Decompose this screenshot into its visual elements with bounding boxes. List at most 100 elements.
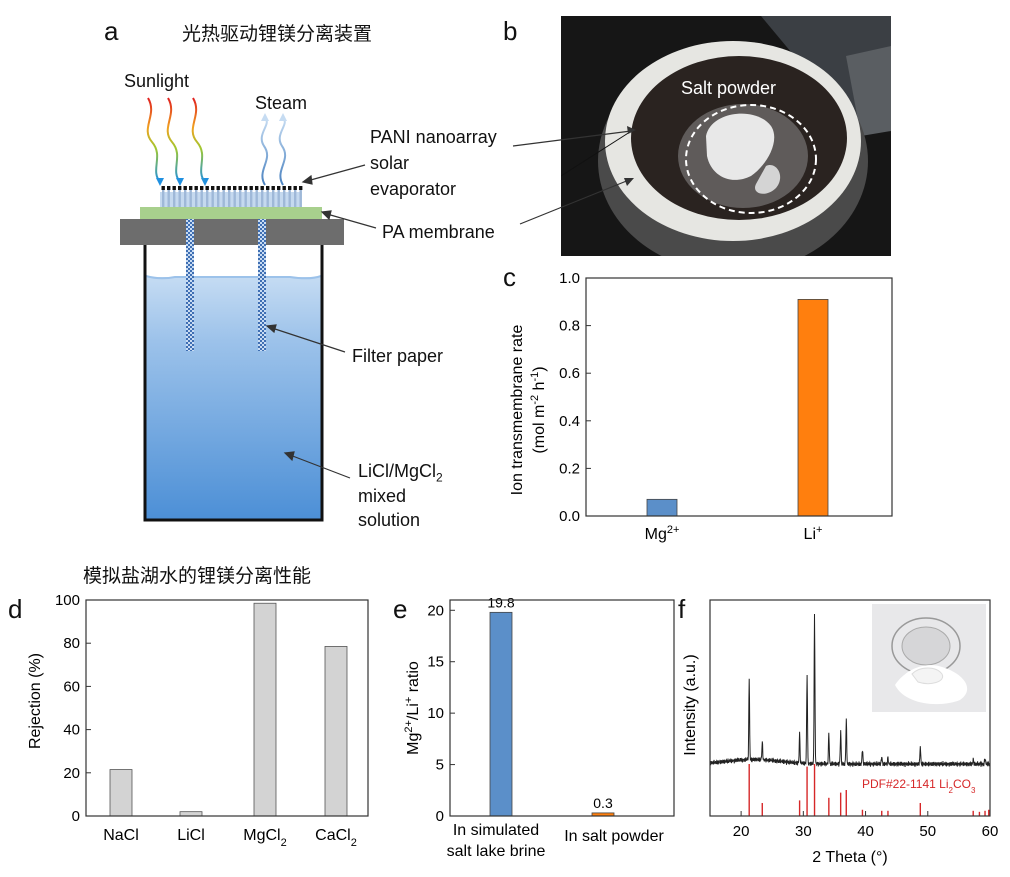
chart-e-ytick-label: 0 bbox=[436, 808, 444, 825]
chart-d-frame bbox=[85, 599, 369, 817]
chart-d-bar bbox=[179, 811, 203, 817]
nanoarray-pillar bbox=[162, 187, 165, 207]
chart-f-xtick-label: 20 bbox=[733, 823, 750, 840]
chart-c-xtick-mg: Mg2+ bbox=[645, 524, 680, 543]
nanoarray-pillar-tip bbox=[216, 186, 220, 190]
chart-d-ytick-label: 20 bbox=[63, 765, 80, 782]
chart-e-xtick-1b: salt lake brine bbox=[447, 843, 546, 860]
nanoarray-pillar bbox=[178, 187, 181, 207]
chart-f: Intensity (a.u.) 20 30 40 50 60 2 Theta (°) … bbox=[682, 599, 999, 866]
panel-label-c: c bbox=[503, 262, 516, 292]
nanoarray-pillar-tip bbox=[238, 186, 242, 190]
chart-d-xtick-licl: LiCl bbox=[177, 827, 205, 844]
chart-d-bars bbox=[109, 602, 348, 817]
chart-d-ytick-label: 80 bbox=[63, 635, 80, 652]
panel-label-d: d bbox=[8, 594, 23, 624]
chart-f-xtick-label: 60 bbox=[982, 823, 999, 840]
chart-c-ylabel-unit: (mol m-2 h-1) bbox=[529, 366, 548, 453]
nanoarray-pillar bbox=[200, 187, 203, 207]
filter-paper-left bbox=[186, 219, 194, 351]
nanoarray-pillar bbox=[228, 187, 231, 207]
chart-c-ytick-label: 0.4 bbox=[559, 413, 580, 430]
chart-d-xtick-nacl: NaCl bbox=[103, 827, 139, 844]
chart-e-ylabel: Mg2+/Li+ ratio bbox=[403, 661, 422, 755]
nanoarray-pillar bbox=[266, 187, 269, 207]
nanoarray-pillar-tip bbox=[233, 186, 237, 190]
chart-f-xrd-line bbox=[709, 613, 991, 768]
schematic-diagram bbox=[120, 97, 377, 522]
nanoarray-pillar bbox=[217, 187, 220, 207]
chart-c-yticks: 0.0 0.2 0.4 0.6 0.8 1.0 bbox=[559, 270, 591, 525]
chart-c: Ion transmembrane rate (mol m-2 h-1) 0.0… bbox=[509, 270, 893, 543]
chart-c-frame bbox=[585, 277, 893, 517]
chart-f-reference-peaks bbox=[748, 764, 990, 816]
nanoarray-pillar bbox=[206, 187, 209, 207]
sunlight-ray-2 bbox=[166, 97, 181, 183]
chart-f-inset-photo bbox=[872, 604, 986, 712]
nanoarray-pillar bbox=[288, 187, 291, 207]
chart-e: Mg2+/Li+ ratio 0 5 10 15 20 19.8 0.3 In simul… bbox=[403, 594, 675, 860]
chart-e-ytick-label: 5 bbox=[436, 757, 444, 774]
nanoarray-pillar bbox=[283, 187, 286, 207]
nanoarray-pillar-tip bbox=[172, 186, 176, 190]
nanoarray-pillar-tip bbox=[266, 186, 270, 190]
nanoarray-pillars bbox=[161, 186, 303, 207]
holder-plate bbox=[120, 219, 344, 245]
membrane-label: PA membrane bbox=[382, 222, 495, 242]
nanoarray-pillar-tip bbox=[227, 186, 231, 190]
evaporator-label-3: evaporator bbox=[370, 179, 457, 199]
nanoarray-pillar-tip bbox=[277, 186, 281, 190]
nanoarray-pillar-tip bbox=[183, 186, 187, 190]
chart-d-bar bbox=[324, 646, 348, 817]
solution-label-1: LiCl/MgCl2 bbox=[358, 461, 443, 485]
chart-d-ytick-label: 60 bbox=[63, 678, 80, 695]
chart-e-bar bbox=[489, 611, 513, 817]
steam-label: Steam bbox=[255, 93, 308, 113]
nanoarray-pillar bbox=[222, 187, 225, 207]
photo-pointers bbox=[512, 126, 636, 225]
panel-label-a: a bbox=[104, 16, 119, 46]
panel-label-f: f bbox=[678, 594, 686, 624]
nanoarray-pillar-tip bbox=[249, 186, 253, 190]
chart-e-ytick-label: 20 bbox=[427, 602, 444, 619]
chart-c-ytick-label: 0.2 bbox=[559, 460, 580, 477]
chart-d-bar bbox=[253, 602, 277, 817]
nanoarray-pillar-tip bbox=[244, 186, 248, 190]
nanoarray-pillar bbox=[261, 187, 264, 207]
nanoarray-pillar-tip bbox=[178, 186, 182, 190]
nanoarray-pillar-tip bbox=[161, 186, 165, 190]
nanoarray-pillar-tip bbox=[211, 186, 215, 190]
chart-c-xtick-li: Li+ bbox=[804, 524, 823, 543]
nanoarray-pillar-tip bbox=[299, 186, 303, 190]
chart-e-data-label: 0.3 bbox=[593, 795, 613, 811]
chart-f-xtick-label: 50 bbox=[919, 823, 936, 840]
chart-e-xtick-1a: In simulated bbox=[453, 822, 539, 839]
chart-f-xlabel: 2 Theta (°) bbox=[812, 849, 887, 866]
chart-e-ytick-label: 15 bbox=[427, 654, 444, 671]
steam-1 bbox=[260, 117, 269, 186]
sunlight-ray-3 bbox=[191, 97, 206, 183]
steam-2 bbox=[278, 117, 287, 186]
chart-c-ytick-label: 0.6 bbox=[559, 365, 580, 382]
nanoarray-pillar-tip bbox=[260, 186, 264, 190]
chart-d-ytick-label: 0 bbox=[72, 808, 80, 825]
panel-label-b: b bbox=[503, 16, 518, 46]
filter-paper-right bbox=[258, 219, 266, 351]
nanoarray-pillar bbox=[239, 187, 242, 207]
chart-c-bar bbox=[646, 498, 678, 517]
filter-paper-label: Filter paper bbox=[352, 346, 444, 366]
chart-d-bar bbox=[109, 769, 133, 817]
nanoarray-pillar-tip bbox=[189, 186, 193, 190]
sunlight-label: Sunlight bbox=[124, 71, 190, 91]
chart-c-bars bbox=[646, 299, 829, 517]
evaporator-label-2: solar bbox=[370, 153, 410, 173]
solution-container bbox=[146, 245, 321, 520]
solution-label-2: mixed bbox=[358, 486, 407, 506]
nanoarray-pillar bbox=[184, 187, 187, 207]
chart-c-ytick-label: 0.8 bbox=[559, 318, 580, 335]
chart-e-bars: 19.8 0.3 bbox=[487, 594, 615, 817]
chart-d-ytick-label: 40 bbox=[63, 722, 80, 739]
chart-d-xtick-cacl2: CaCl2 bbox=[315, 827, 357, 849]
chart-c-ytick-label: 0.0 bbox=[559, 508, 580, 525]
nanoarray-pillar-tip bbox=[194, 186, 198, 190]
